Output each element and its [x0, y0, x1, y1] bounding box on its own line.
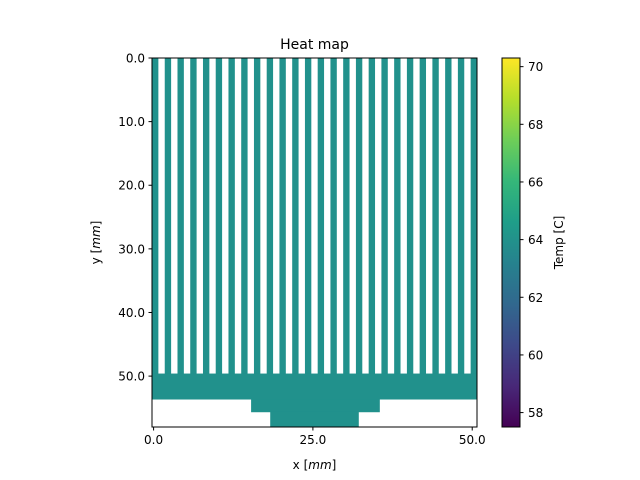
heatmap-fin: [202, 58, 210, 375]
heatmap-fin: [253, 58, 261, 375]
heatmap-cells: [152, 58, 477, 428]
y-axis-label-unit: mm: [89, 225, 103, 248]
colorbar-tick-label: 68: [528, 118, 543, 132]
y-tick-label: 40.0: [118, 306, 145, 320]
heatmap-fin: [394, 58, 401, 375]
heatmap-fin: [381, 58, 388, 375]
colorbar-label: Temp [C]: [552, 216, 566, 271]
heatmap-base-region: [251, 399, 380, 413]
plot-area: [151, 57, 478, 428]
heatmap-fin: [152, 58, 159, 375]
colorbar-tick-label: 70: [528, 60, 543, 74]
heatmap-fin: [419, 58, 427, 375]
heatmap-fin: [241, 58, 248, 375]
y-axis-label: y [mm]: [89, 221, 103, 265]
heatmap-fin: [317, 58, 325, 375]
y-axis: 0.0 10.0 20.0 30.0 40.0 50.0: [118, 52, 152, 384]
colorbar-ticks: 58 60 62 64 66 68 70: [520, 60, 543, 420]
heatmap-base-region: [270, 411, 359, 428]
heatmap-fin: [177, 58, 184, 375]
heatmap-fin: [215, 58, 223, 375]
heatmap-fin: [164, 58, 172, 375]
colorbar-tick-label: 60: [528, 348, 543, 362]
x-axis-label-suffix: ]: [332, 458, 337, 472]
heatmap-fin: [343, 58, 350, 375]
heatmap-fin: [190, 58, 197, 375]
heatmap-fin: [304, 58, 312, 375]
y-axis-label-suffix: ]: [89, 221, 103, 226]
heatmap-fin: [457, 58, 465, 375]
heatmap-fin: [355, 58, 363, 375]
heatmap-fin: [266, 58, 274, 375]
heatmap-fin: [279, 58, 286, 375]
x-tick-label: 0.0: [144, 433, 163, 447]
colorbar-tick-label: 62: [528, 291, 543, 305]
x-axis: 0.0 25.0 50.0: [144, 427, 486, 447]
colorbar-tick-label: 58: [528, 406, 543, 420]
colorbar: 58 60 62 64 66 68 70 Temp [C]: [501, 57, 566, 428]
y-tick-label: 30.0: [118, 242, 145, 256]
heatmap-fin: [445, 58, 452, 375]
x-axis-label: x [mm]: [293, 458, 337, 472]
colorbar-tick-label: 64: [528, 233, 543, 247]
y-axis-label-prefix: y [: [89, 249, 103, 265]
y-tick-label: 10.0: [118, 115, 145, 129]
heatmap-base-region: [152, 373, 477, 400]
y-tick-label: 50.0: [118, 370, 145, 384]
x-axis-label-prefix: x [: [293, 458, 309, 472]
x-tick-label: 25.0: [300, 433, 327, 447]
chart-title: Heat map: [280, 37, 349, 53]
heatmap-fin: [368, 58, 376, 375]
heatmap-fin: [330, 58, 337, 375]
y-tick-label: 0.0: [126, 52, 145, 66]
plot-frame: [151, 57, 478, 428]
colorbar-frame: [501, 57, 521, 428]
heatmap-fin: [292, 58, 299, 375]
colorbar-tick-label: 66: [528, 175, 543, 189]
heatmap-fin: [470, 58, 477, 375]
heatmap-fin: [228, 58, 235, 375]
x-axis-label-unit: mm: [308, 458, 331, 472]
heatmap-fin: [432, 58, 439, 375]
x-tick-label: 50.0: [459, 433, 486, 447]
heatmap-fin: [406, 58, 414, 375]
colorbar-gradient: [502, 58, 520, 427]
y-tick-label: 20.0: [118, 179, 145, 193]
